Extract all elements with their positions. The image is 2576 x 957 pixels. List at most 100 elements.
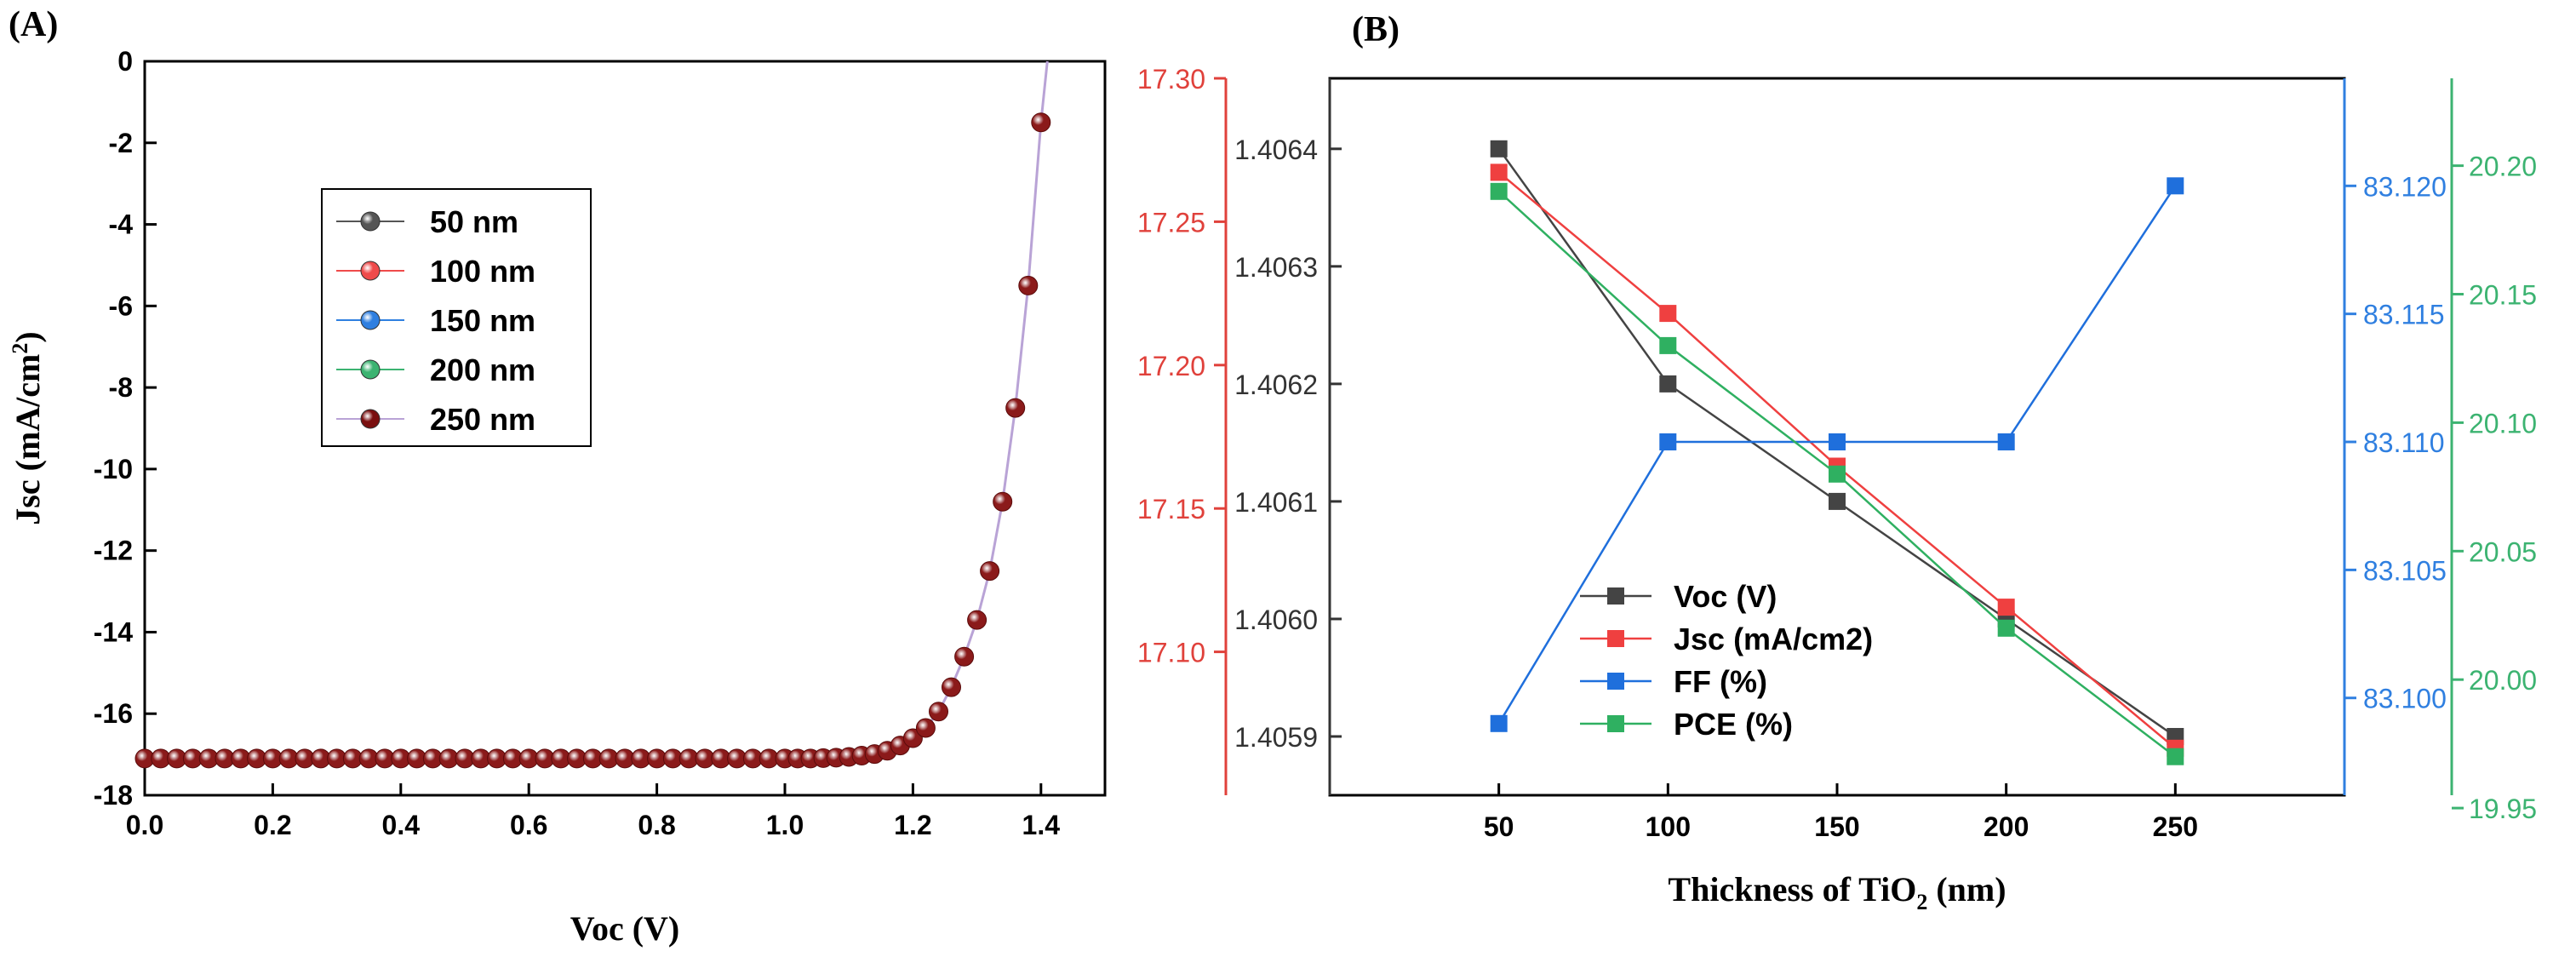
panel-b-data-point (1659, 305, 1677, 323)
panel-b-voc-ticks: 1.4059 1.4060 1.4061 1.4062 1.4063 1.4064 (1234, 135, 1342, 753)
panel-b-x-axis-title: Thickness of TiO2 (nm) (1668, 870, 2006, 914)
panel-a-data-point (980, 561, 1000, 582)
panel-a-x-tick-label: 1.2 (894, 810, 931, 840)
panel-a-legend-marker (360, 261, 381, 281)
panel-a-data-point (993, 491, 1013, 512)
panel-a-right-tick-label: 17.15 (1137, 494, 1205, 524)
panel-a-x-tick-label: 1.0 (766, 810, 804, 840)
panel-a-data-point (915, 718, 936, 738)
panel-a-legend-marker (360, 211, 381, 232)
panel-b-voc-tick-label: 1.4063 (1234, 252, 1318, 283)
panel-b-legend-marker (1607, 673, 1624, 690)
panel-a-y-tick-label: -6 (109, 290, 133, 321)
panel-a-right-tick-label: 17.20 (1137, 351, 1205, 381)
panel-a-legend-label: 50 nm (430, 204, 518, 239)
panel-a-markers (135, 112, 1051, 769)
panel-a-curve (145, 60, 1049, 760)
panel-a-x-tick-label: 0.0 (126, 810, 163, 840)
panel-a-y-tick-label: -16 (94, 698, 133, 729)
panel-b-pce-tick-label: 20.00 (2469, 665, 2537, 696)
panel-a-x-tick-label: 1.4 (1022, 810, 1061, 840)
panel-b-legend-label: FF (%) (1674, 664, 1767, 699)
panel-b-ff-tick-label: 83.105 (2363, 555, 2447, 586)
panel-b-pce-tick-label: 20.15 (2469, 280, 2537, 311)
panel-a-data-point (929, 702, 948, 722)
panel-a-y-tick-label: -8 (109, 372, 133, 403)
panel-b-label: (B) (1352, 10, 1400, 49)
panel-a-series-line (145, 60, 1049, 760)
panel-a: (A) 0.0 0.2 0.4 0.6 0.8 1.0 1.2 1.4 0 -2 -4 -6 -8 -1… (8, 5, 1228, 948)
panel-b-ff-tick-label: 83.115 (2363, 300, 2445, 330)
panel-b-data-point (1490, 163, 1508, 181)
panel-b-x-tick-label: 200 (1984, 811, 2029, 842)
panel-a-data-point (902, 728, 923, 748)
panel-a-legend-label: 150 nm (430, 303, 535, 338)
panel-a-y-tick-label: -2 (109, 128, 133, 158)
panel-a-right-tick-label: 17.25 (1137, 207, 1205, 238)
panel-a-x-ticks: 0.0 0.2 0.4 0.6 0.8 1.0 1.2 1.4 (126, 783, 1060, 840)
panel-a-data-point (954, 646, 975, 667)
panel-b-voc-tick-label: 1.4059 (1234, 722, 1318, 753)
panel-b-data-point (1490, 714, 1508, 732)
panel-b-voc-tick-label: 1.4061 (1234, 487, 1318, 518)
panel-b-pce-tick-label: 20.20 (2469, 152, 2537, 182)
panel-a-data-point (967, 610, 987, 630)
panel-b-data-point (1659, 336, 1677, 354)
panel-a-x-tick-label: 0.6 (510, 810, 547, 840)
panel-a-legend-label: 100 nm (430, 254, 535, 289)
panel-b-legend-label: Jsc (mA/cm2) (1674, 622, 1873, 656)
panel-a-y-ticks: 0 -2 -4 -6 -8 -10 -12 -14 -16 -18 (94, 46, 157, 811)
panel-b-pce-tick-label: 20.05 (2469, 536, 2537, 567)
panel-b-x-tick-label: 150 (1814, 811, 1859, 842)
panel-a-y-tick-label: 0 (117, 46, 133, 77)
panel-b-x-ticks: 50 100 150 200 250 (1484, 783, 2198, 842)
panel-a-legend-label: 200 nm (430, 352, 535, 387)
panel-b-data-point (1490, 182, 1508, 200)
panel-b-x-tick-label: 100 (1646, 811, 1691, 842)
panel-b-data-point (1490, 140, 1508, 158)
panel-a-data-point (1031, 112, 1051, 133)
panel-b-voc-tick-label: 1.4064 (1234, 135, 1318, 165)
panel-a-data-point (942, 677, 961, 697)
panel-b-legend-marker (1607, 715, 1624, 732)
panel-b-data-point (1829, 433, 1846, 450)
panel-b-ff-tick-label: 83.100 (2363, 684, 2447, 714)
panel-b-legend-marker (1607, 630, 1624, 647)
panel-b-data-point (1997, 433, 2015, 450)
panel-a-x-tick-label: 0.2 (254, 810, 291, 840)
panel-b-data-point (1997, 599, 2015, 616)
panel-b-ff-tick-label: 83.110 (2363, 427, 2445, 458)
panel-b-data-point (1829, 492, 1846, 510)
panel-b-voc-tick-label: 1.4060 (1234, 605, 1318, 635)
panel-a-label: (A) (9, 5, 58, 44)
panel-a-legend-marker (360, 359, 381, 380)
panel-b-pce-tick-label: 19.95 (2469, 794, 2537, 824)
panel-a-legend-marker (360, 409, 381, 429)
panel-b-data-point (2167, 748, 2184, 765)
panel-a-x-tick-label: 0.4 (382, 810, 421, 840)
panel-b-legend-label: Voc (V) (1674, 579, 1777, 614)
panel-b-data-point (1997, 619, 2015, 637)
panel-a-legend-label: 250 nm (430, 402, 535, 437)
panel-a-y-tick-label: -18 (94, 780, 133, 811)
panel-b-ff-tick-label: 83.120 (2363, 171, 2447, 202)
panel-b-x-tick-label: 250 (2153, 811, 2198, 842)
panel-a-x-tick-label: 0.8 (638, 810, 675, 840)
panel-a-data-point (1005, 398, 1026, 418)
panel-b-voc-tick-label: 1.4062 (1234, 370, 1318, 400)
panel-b-legend-marker (1607, 587, 1624, 605)
panel-a-y-axis-title: Jsc (mA/cm2) (8, 331, 47, 524)
panel-b-x-tick-label: 50 (1484, 811, 1514, 842)
panel-b-legend-label: PCE (%) (1674, 707, 1793, 742)
panel-b-data-point (1659, 375, 1677, 393)
panel-b-pce-tick-label: 20.10 (2469, 408, 2537, 438)
panel-b-pce-ticks: 19.95 20.00 20.05 20.10 20.15 20.20 (2452, 152, 2537, 824)
panel-a-y-tick-label: -10 (94, 454, 133, 484)
panel-b-legend: Voc (V) Jsc (mA/cm2) FF (%) PCE (%) (1580, 579, 1873, 742)
panel-a-right-axis-ticks: 17.10 17.15 17.20 17.25 17.30 (1137, 64, 1226, 668)
panel-a-y-tick-label: -4 (109, 209, 134, 240)
panel-b-ff-ticks: 83.100 83.105 83.110 83.115 83.120 (2344, 171, 2447, 714)
panel-a-right-tick-label: 17.30 (1137, 64, 1205, 95)
panel-b-data-point (1829, 465, 1846, 483)
